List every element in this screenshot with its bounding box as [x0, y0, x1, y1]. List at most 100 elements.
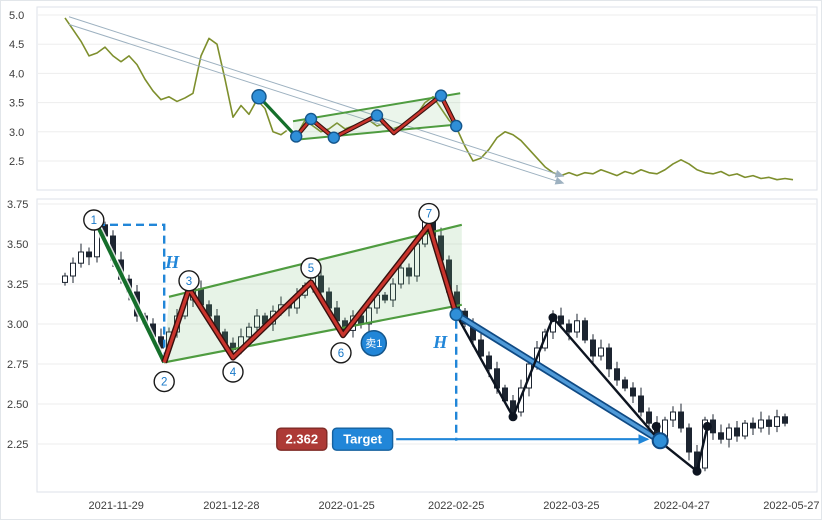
candlestick [638, 387, 644, 417]
pivot-dot[interactable] [251, 89, 267, 105]
height-label[interactable]: H [432, 332, 448, 352]
candlestick [590, 334, 596, 364]
pivot-label-7[interactable]: 7 [418, 202, 440, 225]
pivot-label-1[interactable]: 1 [83, 209, 105, 231]
pivot-label-6[interactable]: 6 [330, 342, 352, 364]
candlestick [750, 417, 756, 436]
candlestick [726, 423, 732, 448]
y-axis-label: 2.5 [9, 156, 24, 168]
y-axis-label: 3.50 [7, 239, 28, 251]
candlestick [382, 292, 388, 304]
entry-line[interactable] [95, 223, 166, 364]
downtrend-arrow[interactable] [68, 23, 565, 185]
candlestick [582, 317, 588, 344]
y-axis-label: 2.50 [7, 399, 28, 411]
pivot-label-5[interactable]: 5 [300, 257, 322, 279]
pivot-label-3[interactable]: 3 [178, 270, 200, 292]
candlestick [318, 267, 324, 297]
breakout-dot[interactable] [449, 307, 463, 322]
candlestick [766, 415, 772, 435]
candlestick [406, 263, 412, 285]
y-axis-label: 3.5 [9, 98, 24, 110]
pivot-dot[interactable] [370, 109, 384, 122]
target-value-badge[interactable]: 2.362 [276, 427, 328, 451]
candlestick [670, 406, 676, 428]
height-label[interactable]: H [164, 252, 180, 272]
sell-signal-marker[interactable]: 卖1 [360, 329, 388, 357]
detail-chart-panel: 3.75 3.50 3.25 3.00 2.75 2.50 2.25 2021-11-29 20… [7, 198, 820, 512]
candlestick [758, 411, 764, 433]
channel-lower-line[interactable] [163, 303, 463, 364]
pivot-dot[interactable] [304, 112, 318, 126]
channel-upper-line[interactable] [292, 92, 461, 123]
candlestick [678, 403, 684, 433]
swing-dot[interactable] [508, 412, 518, 422]
x-axis-label: 2021-11-29 [88, 500, 143, 512]
candlestick [718, 424, 724, 444]
candlestick [390, 278, 396, 308]
pivot-label-4[interactable]: 4 [222, 361, 244, 383]
projection-line[interactable] [455, 312, 662, 443]
target-value-text: 2.362 [286, 432, 319, 447]
pivot-dot[interactable] [434, 89, 448, 102]
channel-lower-line[interactable] [292, 123, 461, 141]
candlestick [62, 272, 68, 286]
swing-dot[interactable] [548, 313, 558, 323]
svg-text:1: 1 [91, 215, 97, 227]
candlestick [686, 423, 692, 461]
candlestick [598, 339, 604, 361]
target-dot[interactable] [651, 432, 669, 450]
y-axis-label: 3.0 [9, 127, 24, 139]
svg-text:5: 5 [308, 263, 314, 275]
target-label-text: Target [343, 432, 382, 447]
swing-dot[interactable] [702, 421, 712, 431]
candlestick [622, 376, 628, 392]
entry-line[interactable] [257, 95, 298, 138]
candlestick [78, 243, 84, 268]
pivot-dot[interactable] [327, 131, 340, 144]
x-axis-label: 2022-03-25 [543, 500, 599, 512]
x-axis-label: 2021-12-28 [203, 500, 259, 512]
overview-chart-panel: 5.0 4.5 4.0 3.5 3.0 2.5 [9, 6, 818, 191]
candlestick [606, 343, 612, 378]
candlestick [614, 361, 620, 386]
y-axis-label: 4.5 [9, 39, 24, 51]
candlestick [574, 313, 580, 338]
price-swing-line[interactable] [455, 313, 709, 473]
y-axis-label: 3.75 [7, 199, 28, 211]
y-axis-label: 3.00 [7, 319, 28, 331]
y-axis-label: 3.25 [7, 279, 28, 291]
candlestick [774, 409, 780, 433]
pivot-label-2[interactable]: 2 [153, 370, 175, 393]
candlestick [742, 420, 748, 440]
candlestick [254, 308, 260, 333]
swing-dot[interactable] [651, 421, 661, 431]
x-axis-label: 2022-04-27 [654, 500, 710, 512]
sell-signal-text: 卖1 [365, 337, 382, 350]
candlestick [734, 420, 740, 442]
x-axis-label: 2022-02-25 [428, 500, 484, 512]
svg-text:3: 3 [186, 276, 192, 288]
measure-dashed-line[interactable] [97, 223, 166, 363]
candlestick [478, 331, 484, 361]
overview-price-line [64, 17, 794, 181]
x-axis-label: 2022-01-25 [318, 500, 374, 512]
candlestick [86, 247, 92, 266]
swing-dot[interactable] [692, 466, 702, 476]
downtrend-arrow[interactable] [68, 16, 565, 178]
candlestick [366, 303, 372, 333]
svg-text:2: 2 [161, 377, 167, 389]
target-label-badge[interactable]: Target [331, 427, 394, 451]
candlestick [70, 257, 76, 284]
svg-text:7: 7 [426, 209, 432, 221]
y-axis-label: 2.25 [7, 439, 28, 451]
pattern-channel-shade [164, 224, 462, 363]
svg-text:6: 6 [338, 348, 344, 360]
svg-text:4: 4 [230, 367, 237, 379]
x-axis-label: 2022-05-27 [763, 500, 819, 512]
pivot-dot[interactable] [450, 119, 463, 133]
y-axis-label: 5.0 [9, 10, 24, 22]
pivot-dot[interactable] [290, 130, 303, 143]
